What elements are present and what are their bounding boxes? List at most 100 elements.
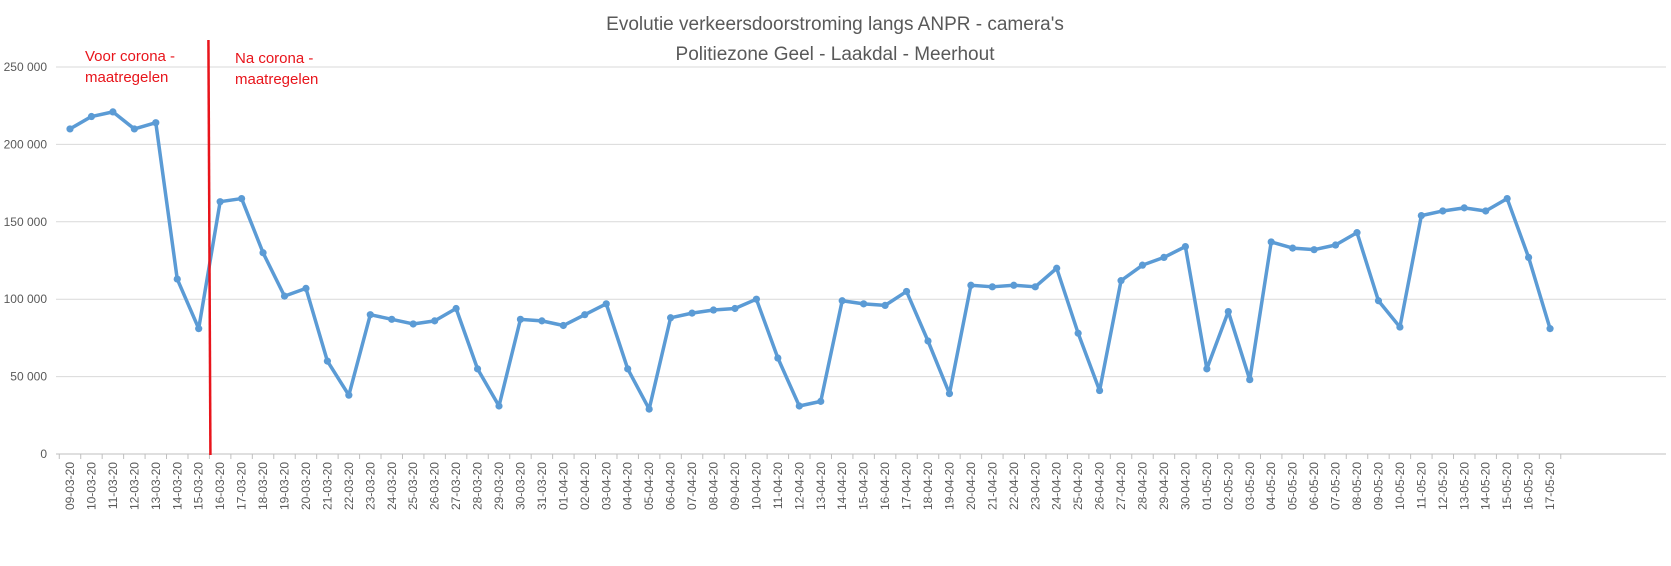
- data-point: [1460, 204, 1468, 212]
- y-tick-label: 0: [40, 447, 47, 461]
- data-point: [1160, 253, 1168, 262]
- data-point: [709, 306, 718, 314]
- series-line: [68, 110, 1552, 411]
- x-tick-label: 09-03-20: [63, 462, 77, 510]
- data-point: [238, 194, 246, 203]
- x-tick-label: 30-04-20: [1178, 462, 1192, 510]
- data-point: [152, 119, 160, 127]
- x-tick-label: 27-03-20: [449, 462, 463, 510]
- data-point: [1138, 261, 1147, 269]
- y-tick-label: 100 000: [4, 292, 48, 306]
- data-point: [109, 108, 117, 116]
- x-tick-label: 17-04-20: [900, 462, 914, 510]
- corona-measures-divider: [207, 39, 212, 456]
- data-point: [1310, 246, 1318, 254]
- x-tick-label: 02-05-20: [1221, 462, 1235, 510]
- x-tick-label: 23-03-20: [363, 462, 377, 510]
- data-point: [1096, 386, 1104, 395]
- x-tick-label: 20-03-20: [299, 462, 313, 510]
- x-tick-label: 29-04-20: [1157, 462, 1171, 510]
- data-point: [1482, 207, 1490, 215]
- data-point: [1074, 329, 1082, 337]
- x-tick-label: 23-04-20: [1028, 462, 1042, 510]
- x-tick-label: 07-04-20: [685, 462, 699, 510]
- chart-title: Evolutie verkeersdoorstroming langs ANPR…: [606, 14, 1064, 35]
- data-point: [1396, 323, 1404, 331]
- x-tick-label: 10-03-20: [84, 462, 98, 510]
- x-tick-label: 11-05-20: [1414, 462, 1428, 509]
- data-point: [645, 405, 653, 413]
- data-point: [216, 198, 224, 206]
- data-point: [1203, 365, 1211, 373]
- x-tick-label: 13-04-20: [814, 462, 828, 510]
- x-tick-label: 17-03-20: [235, 462, 249, 510]
- x-tick-label: 16-03-20: [213, 462, 227, 510]
- data-point: [988, 283, 996, 291]
- annotation-layer: Voor corona - maatregelen Na corona - maatr…: [85, 39, 318, 456]
- data-point: [1439, 207, 1447, 215]
- x-tick-label: 15-05-20: [1500, 462, 1514, 510]
- data-point: [817, 397, 825, 405]
- x-tick-label: 03-05-20: [1243, 462, 1257, 510]
- data-point: [967, 281, 975, 289]
- data-point: [667, 314, 675, 322]
- data-point: [473, 365, 482, 373]
- data-point: [259, 249, 267, 257]
- data-point: [731, 304, 739, 313]
- x-tick-label: 28-04-20: [1136, 462, 1150, 510]
- annotation-before-measures-line: Voor corona -: [85, 48, 175, 65]
- x-tick-label: 27-04-20: [1114, 462, 1128, 510]
- data-point: [280, 292, 289, 300]
- x-tick-label: 26-03-20: [428, 462, 442, 510]
- y-axis-ticks: 0 50 000 100 000 150 000 200 000 250 000: [4, 60, 48, 461]
- data-point: [688, 309, 696, 317]
- x-tick-label: 17-05-20: [1543, 462, 1557, 510]
- x-tick-label: 21-04-20: [985, 462, 999, 510]
- x-tick-label: 16-05-20: [1522, 462, 1536, 510]
- data-point: [945, 390, 954, 398]
- series-layer: [66, 108, 1554, 413]
- data-point: [302, 284, 310, 292]
- data-point: [1353, 229, 1361, 237]
- data-point: [752, 295, 761, 303]
- x-tick-label: 03-04-20: [599, 462, 613, 510]
- x-tick-label: 06-05-20: [1307, 462, 1321, 510]
- x-tick-label: 12-04-20: [792, 462, 806, 510]
- data-point: [516, 315, 525, 323]
- x-tick-label: 12-05-20: [1436, 462, 1450, 510]
- x-tick-label: 06-04-20: [664, 462, 678, 510]
- data-point: [860, 300, 868, 308]
- data-point: [452, 304, 460, 313]
- x-tick-label: 24-03-20: [385, 462, 399, 510]
- data-point: [581, 311, 589, 319]
- data-point: [1031, 283, 1039, 291]
- data-point: [366, 311, 374, 319]
- x-tick-label: 26-04-20: [1093, 462, 1107, 510]
- x-tick-label: 20-04-20: [964, 462, 978, 510]
- x-tick-label: 04-04-20: [621, 462, 635, 510]
- y-tick-label: 200 000: [4, 137, 48, 151]
- x-tick-label: 19-03-20: [278, 462, 292, 510]
- x-tick-label: 13-03-20: [149, 462, 163, 510]
- x-tick-label: 18-04-20: [921, 462, 935, 510]
- data-point: [1117, 277, 1125, 285]
- x-tick-label: 10-04-20: [749, 462, 763, 510]
- x-tick-label: 31-03-20: [535, 462, 549, 510]
- x-tick-label: 25-03-20: [406, 462, 420, 510]
- data-point: [1546, 325, 1554, 333]
- data-point: [1525, 253, 1533, 262]
- x-tick-label: 19-04-20: [942, 462, 956, 510]
- x-tick-label: 04-05-20: [1264, 462, 1278, 510]
- data-point: [774, 354, 782, 362]
- x-tick-label: 08-04-20: [707, 462, 721, 510]
- data-point: [1331, 241, 1340, 249]
- x-tick-label: 25-04-20: [1071, 462, 1085, 510]
- x-tick-label: 08-05-20: [1350, 462, 1364, 510]
- data-point: [173, 275, 181, 283]
- data-point: [409, 320, 417, 328]
- x-tick-label: 18-03-20: [256, 462, 270, 510]
- x-tick-label: 21-03-20: [320, 462, 334, 510]
- data-point: [1181, 242, 1189, 251]
- data-point: [195, 325, 203, 333]
